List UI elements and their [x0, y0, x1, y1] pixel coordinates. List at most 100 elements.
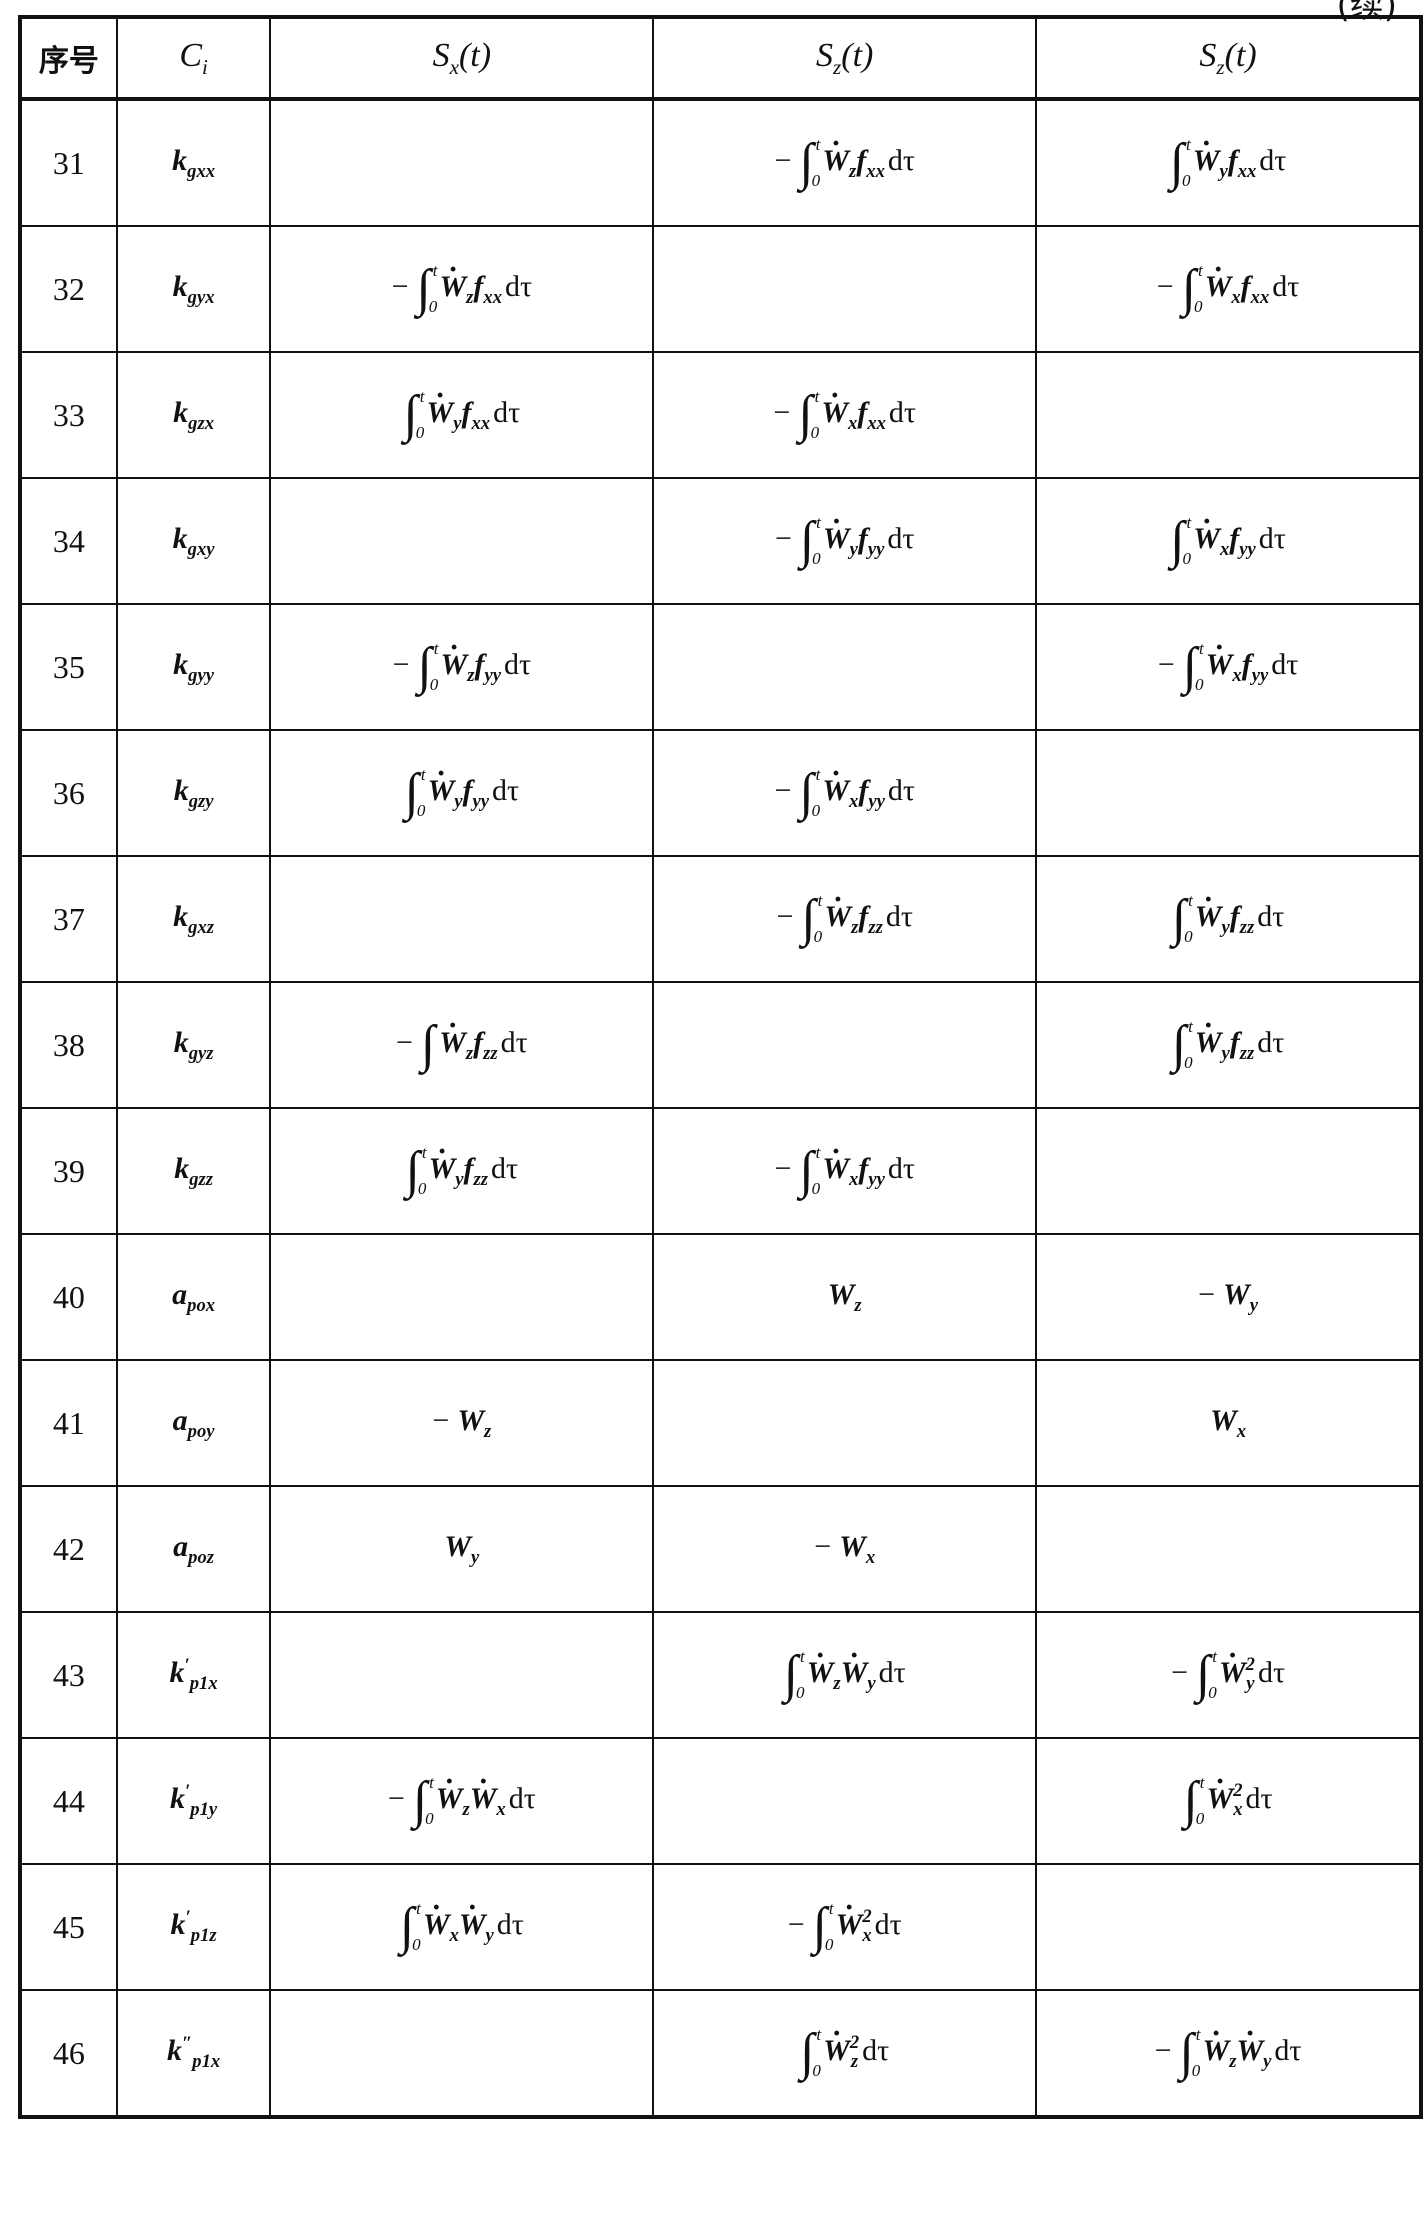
- row-index: 42: [19, 1485, 118, 1613]
- upper-limit: t: [1186, 135, 1191, 154]
- integral-sign: ∫: [801, 890, 816, 947]
- coefficient-sub: gxx: [187, 160, 216, 182]
- integral-sign: ∫: [799, 512, 815, 569]
- factor-base: f: [857, 521, 868, 555]
- integral-sign: ∫: [420, 1016, 436, 1073]
- expression-cell: [269, 1611, 655, 1739]
- factor-sub: y: [455, 1168, 464, 1190]
- factor-base: f: [463, 1151, 474, 1185]
- factor-sub: x: [1233, 1799, 1243, 1820]
- minus-sign: −: [773, 395, 791, 429]
- coefficient-symbol: kgxy: [115, 477, 272, 605]
- expression-cell: ∫t0Wyfxxdτ: [269, 351, 655, 479]
- minus-sign: −: [396, 1025, 413, 1059]
- header-col-1: Sx(t): [269, 16, 655, 101]
- differential: dτ: [508, 1781, 536, 1815]
- lower-limit: 0: [811, 171, 821, 190]
- coefficient-sub: gyz: [188, 1042, 214, 1064]
- ci-base: C: [179, 36, 202, 74]
- lower-limit: 0: [1182, 549, 1192, 568]
- col-arg: (t): [841, 36, 874, 74]
- factor-base: f: [856, 143, 867, 177]
- upper-limit: t: [828, 1899, 834, 1918]
- ci-sub: i: [202, 54, 208, 79]
- expression-cell: [269, 98, 655, 227]
- factor-sub: xx: [471, 412, 491, 434]
- expression-cell: [1035, 729, 1422, 857]
- coefficient-sub: gxz: [188, 916, 214, 938]
- coefficient-sub: gxy: [187, 538, 215, 560]
- coefficient-base: k: [174, 1151, 190, 1185]
- row-index: 35: [19, 603, 118, 731]
- factor-sub: z: [467, 664, 475, 686]
- upper-limit: t: [816, 513, 821, 532]
- factor-sub: z: [465, 1042, 474, 1064]
- differential: dτ: [496, 1907, 524, 1941]
- expression-cell: −∫t0Wzfyydτ: [269, 603, 655, 731]
- coefficient-base: k: [173, 773, 189, 807]
- table-row: 41 apoy − Wz Wx: [19, 1359, 1422, 1487]
- lower-limit: 0: [795, 1683, 805, 1702]
- factor-sub: x: [849, 1168, 859, 1190]
- factor-sup: 2: [1245, 1654, 1255, 1676]
- coefficient-symbol: kgxz: [115, 855, 272, 983]
- factor-base: W: [822, 774, 849, 808]
- expression-cell: [652, 981, 1038, 1109]
- integral: ∫ t 0: [1172, 891, 1193, 947]
- factor-base: f: [1241, 647, 1252, 681]
- integral: ∫ t 0: [400, 1899, 421, 1955]
- integral-sign: ∫: [783, 1646, 798, 1703]
- upper-limit: t: [1199, 639, 1204, 658]
- differential: dτ: [1257, 1655, 1286, 1689]
- coefficient-sub: poy: [187, 1420, 215, 1442]
- expression-cell: −∫t0Wzfzzdτ: [652, 855, 1038, 983]
- factor-base: W: [823, 2034, 850, 2068]
- expression-cell: −∫t0Wxfyydτ: [652, 729, 1038, 857]
- factor-sub: y: [849, 538, 858, 560]
- coefficient-sub: p1x: [192, 2051, 221, 2072]
- row-index: 46: [19, 1989, 118, 2118]
- integral: ∫ t 0: [800, 2025, 821, 2081]
- coefficient-base: a: [172, 1403, 188, 1437]
- factor-base: W: [807, 1656, 834, 1690]
- upper-limit: t: [815, 765, 821, 784]
- differential: dτ: [1245, 1781, 1273, 1815]
- integral: ∫ t 0: [799, 1143, 820, 1199]
- expression-cell: − Wy: [1035, 1233, 1422, 1361]
- factor-base: W: [1193, 522, 1220, 556]
- lower-limit: 0: [428, 297, 438, 316]
- minus-sign: −: [1154, 2033, 1172, 2067]
- upper-limit: t: [814, 387, 820, 406]
- factor-sub: z: [462, 1798, 470, 1820]
- lower-limit: 0: [810, 423, 820, 442]
- factor-base: W: [839, 1529, 866, 1563]
- lower-limit: 0: [1184, 927, 1193, 946]
- differential: dτ: [1257, 899, 1285, 933]
- integral-sign: ∫: [1170, 512, 1185, 569]
- integral: ∫ t 0: [405, 765, 426, 821]
- coefficient-sub: gzz: [189, 1168, 213, 1190]
- upper-limit: t: [429, 1773, 434, 1792]
- expression-cell: [652, 603, 1038, 731]
- upper-limit: t: [799, 1647, 805, 1666]
- factor-base: W: [436, 1782, 463, 1816]
- differential: dτ: [874, 1907, 902, 1941]
- factor-sub: y: [485, 1924, 494, 1946]
- factor-sub: x: [1232, 664, 1242, 686]
- factor-base: W: [836, 1908, 863, 1942]
- lower-limit: 0: [1193, 297, 1203, 316]
- integral: ∫ t 0: [800, 513, 821, 569]
- row-index: 45: [19, 1863, 118, 1991]
- expression-cell: −∫t0W2xdτ: [652, 1863, 1038, 1991]
- minus-sign: −: [1157, 647, 1175, 681]
- factor-base: W: [444, 1529, 472, 1563]
- expression-cell: [652, 1359, 1038, 1487]
- lower-limit: 0: [1191, 2061, 1201, 2080]
- factor-sub: x: [496, 1798, 506, 1820]
